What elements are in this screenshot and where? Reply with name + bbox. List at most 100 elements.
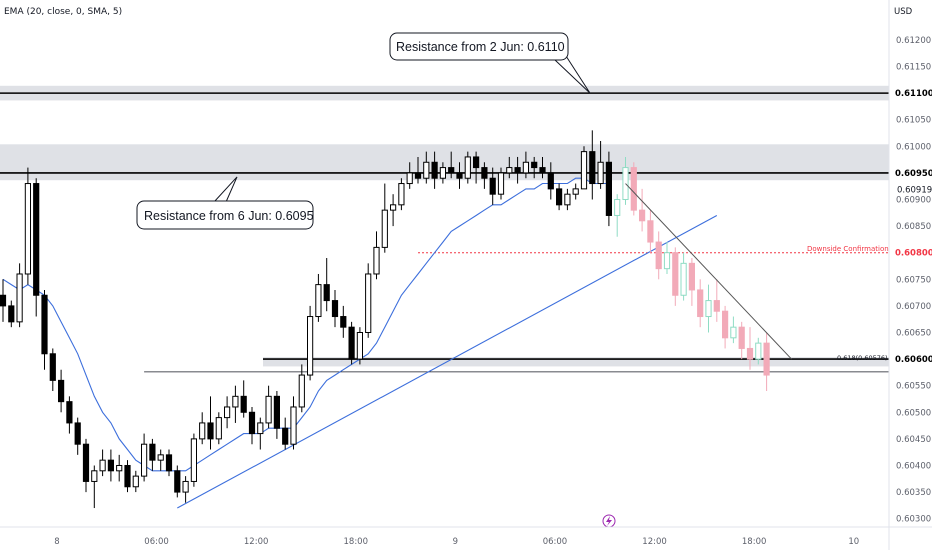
- candle[interactable]: [356, 327, 363, 365]
- candle[interactable]: [149, 438, 156, 471]
- candle[interactable]: [730, 316, 737, 344]
- candle[interactable]: [41, 289, 48, 370]
- candle[interactable]: [24, 167, 31, 285]
- candle[interactable]: [16, 263, 23, 328]
- candle[interactable]: [647, 210, 654, 253]
- candle[interactable]: [580, 146, 588, 190]
- candle-body: [680, 262, 687, 296]
- candle[interactable]: [182, 476, 189, 503]
- candle[interactable]: [381, 183, 388, 253]
- candle[interactable]: [174, 465, 181, 498]
- candle[interactable]: [132, 470, 139, 493]
- candle[interactable]: [290, 396, 297, 450]
- candle[interactable]: [514, 156, 521, 184]
- candle[interactable]: [497, 167, 505, 200]
- candle[interactable]: [680, 252, 687, 301]
- candle-body: [248, 411, 256, 435]
- candle[interactable]: [456, 162, 463, 189]
- candle[interactable]: [663, 242, 671, 274]
- candle[interactable]: [414, 156, 422, 184]
- candle[interactable]: [439, 162, 446, 184]
- candle[interactable]: [116, 454, 123, 482]
- candle[interactable]: [597, 140, 604, 189]
- candle[interactable]: [655, 231, 662, 280]
- callout-6jun[interactable]: Resistance from 6 Jun: 0.6095: [136, 200, 314, 230]
- candle[interactable]: [340, 305, 347, 338]
- candle[interactable]: [165, 449, 173, 477]
- candle[interactable]: [713, 279, 720, 322]
- candle[interactable]: [49, 348, 56, 392]
- candle[interactable]: [746, 327, 754, 370]
- candle[interactable]: [207, 396, 214, 450]
- candle[interactable]: [763, 332, 770, 392]
- candle[interactable]: [755, 337, 762, 365]
- candle[interactable]: [240, 380, 247, 418]
- candle[interactable]: [489, 167, 496, 205]
- candle[interactable]: [539, 156, 546, 179]
- candle[interactable]: [398, 178, 405, 211]
- candle[interactable]: [373, 231, 380, 280]
- candle[interactable]: [248, 406, 256, 445]
- candle[interactable]: [307, 305, 314, 381]
- candle[interactable]: [66, 396, 73, 434]
- candle[interactable]: [672, 247, 679, 306]
- candle[interactable]: [605, 151, 612, 227]
- candle[interactable]: [141, 433, 148, 482]
- candle[interactable]: [265, 385, 272, 429]
- candle[interactable]: [688, 258, 695, 306]
- candle[interactable]: [464, 151, 471, 184]
- candle[interactable]: [564, 188, 571, 211]
- candle[interactable]: [431, 151, 438, 189]
- candle[interactable]: [215, 412, 222, 445]
- candle[interactable]: [157, 449, 164, 471]
- candle[interactable]: [0, 279, 7, 322]
- candle[interactable]: [33, 178, 40, 317]
- candle[interactable]: [738, 321, 745, 360]
- candle[interactable]: [705, 284, 712, 333]
- candle[interactable]: [273, 391, 280, 439]
- candle[interactable]: [390, 194, 397, 227]
- candle[interactable]: [448, 151, 455, 179]
- candle[interactable]: [697, 279, 704, 328]
- candle-body: [597, 161, 604, 185]
- candle-body: [531, 161, 538, 169]
- candle[interactable]: [331, 289, 339, 328]
- candle[interactable]: [199, 412, 206, 445]
- candle[interactable]: [124, 460, 131, 493]
- candle[interactable]: [315, 273, 322, 322]
- candle[interactable]: [190, 433, 198, 487]
- candle[interactable]: [423, 151, 430, 184]
- candle[interactable]: [257, 417, 264, 450]
- candle[interactable]: [99, 449, 106, 477]
- candle[interactable]: [107, 449, 115, 482]
- event-marker-icon[interactable]: [602, 514, 616, 528]
- candle[interactable]: [531, 156, 538, 179]
- candle[interactable]: [547, 162, 554, 200]
- candle[interactable]: [365, 263, 372, 338]
- candle[interactable]: [232, 385, 239, 423]
- candle[interactable]: [481, 162, 488, 189]
- candle[interactable]: [589, 130, 596, 200]
- candle[interactable]: [91, 465, 98, 509]
- candle[interactable]: [406, 162, 413, 189]
- candle[interactable]: [522, 151, 529, 179]
- candle[interactable]: [282, 417, 289, 450]
- candle[interactable]: [639, 188, 646, 232]
- candle[interactable]: [74, 417, 81, 455]
- callout-2jun[interactable]: Resistance from 2 Jun: 0.6110: [389, 32, 569, 61]
- candle[interactable]: [8, 300, 15, 328]
- candle[interactable]: [614, 194, 621, 237]
- candle[interactable]: [298, 364, 305, 413]
- candle[interactable]: [630, 162, 637, 216]
- candle[interactable]: [506, 156, 513, 179]
- candle[interactable]: [473, 151, 480, 184]
- candle[interactable]: [722, 305, 729, 349]
- candle[interactable]: [323, 258, 330, 312]
- candle[interactable]: [572, 183, 579, 200]
- candle[interactable]: [348, 321, 355, 365]
- candle[interactable]: [556, 183, 563, 211]
- candle[interactable]: [224, 396, 231, 429]
- candle[interactable]: [82, 438, 90, 493]
- candle[interactable]: [58, 369, 65, 413]
